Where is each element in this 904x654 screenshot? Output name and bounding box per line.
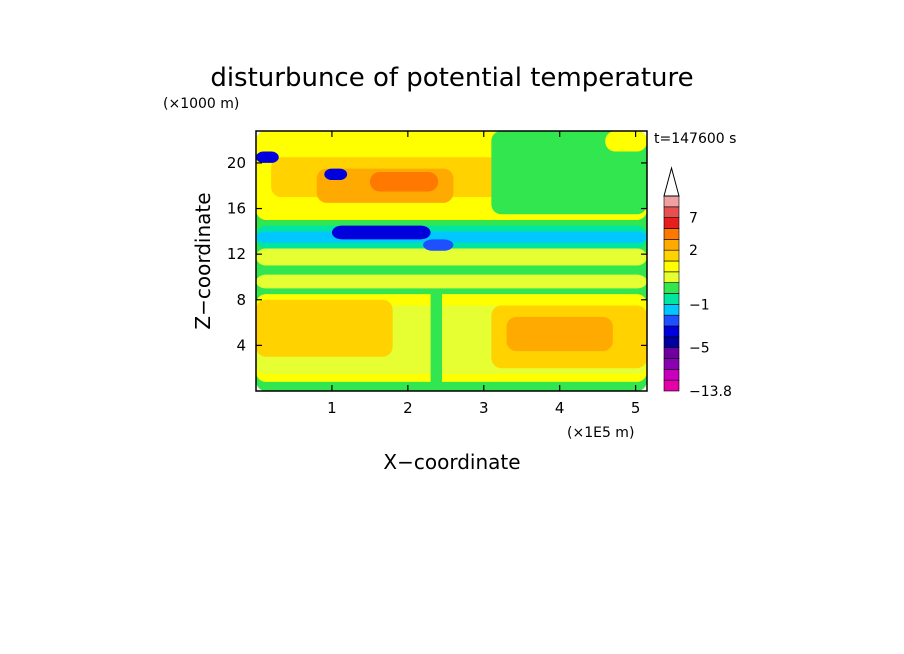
x-tick-label: 5 xyxy=(631,399,641,417)
contour-field xyxy=(256,131,647,391)
colorbar-band-4 xyxy=(663,336,680,348)
colorbar-label: −5 xyxy=(689,341,710,357)
field-region-8 xyxy=(256,248,647,266)
colorbar-label: 7 xyxy=(689,211,698,227)
y-tick-label: 12 xyxy=(227,245,246,263)
field-region-11 xyxy=(331,225,431,240)
field-region-17 xyxy=(324,168,348,181)
field-region-12 xyxy=(423,239,454,251)
colorbar-band-5 xyxy=(663,325,680,338)
colorbar-band-0 xyxy=(663,379,680,392)
colorbar-band-16 xyxy=(663,206,680,218)
colorbar-band-12 xyxy=(663,249,680,262)
colorbar-band-9 xyxy=(663,282,680,294)
field-region-3 xyxy=(256,299,393,357)
colorbar-label: −1 xyxy=(689,297,710,313)
colorbar-band-1 xyxy=(663,369,680,381)
colorbar-band-14 xyxy=(663,228,680,240)
colorbar: 7 2 −1 −5 −13.8 xyxy=(663,166,732,400)
colorbar-band-11 xyxy=(663,260,680,273)
colorbar-band-13 xyxy=(663,239,680,251)
x-axis-ticks: 1 2 3 4 5 xyxy=(327,131,640,417)
plot-frame xyxy=(255,130,648,392)
colorbar-label: 2 xyxy=(689,243,698,259)
field-region-7 xyxy=(256,274,647,289)
time-label: t=147600 s xyxy=(654,131,736,147)
y-tick-label: 4 xyxy=(236,336,246,354)
x-multiplier-label: (×1E5 m) xyxy=(567,425,634,441)
y-axis-label: Z−coordinate xyxy=(191,192,215,329)
colorbar-label: −13.8 xyxy=(689,384,732,400)
y-tick-label: 20 xyxy=(227,154,246,172)
field-region-18 xyxy=(256,151,279,163)
y-tick-label: 16 xyxy=(227,200,246,218)
z-multiplier-label: (×1000 m) xyxy=(163,96,239,112)
x-tick-label: 3 xyxy=(479,399,489,417)
colorbar-band-7 xyxy=(663,304,680,316)
chart-title: disturbunce of potential temperature xyxy=(210,63,693,93)
y-tick-label: 8 xyxy=(236,291,246,309)
field-region-10 xyxy=(256,231,647,243)
colorbar-band-17 xyxy=(663,195,680,208)
colorbar-band-2 xyxy=(663,358,680,370)
colorbar-band-8 xyxy=(663,293,680,305)
field-region-23 xyxy=(605,131,647,152)
y-axis-ticks: 4 8 12 16 20 xyxy=(227,154,647,354)
field-region-16 xyxy=(369,172,439,192)
field-region-22 xyxy=(491,131,647,215)
colorbar-band-3 xyxy=(663,347,680,359)
colorbar-band-6 xyxy=(663,314,680,327)
colorbar-band-15 xyxy=(663,217,680,229)
field-region-6 xyxy=(430,276,443,388)
field-region-5 xyxy=(506,316,613,352)
x-axis-label: X−coordinate xyxy=(383,450,520,474)
colorbar-extension-arrow xyxy=(663,166,680,197)
x-tick-label: 4 xyxy=(555,399,565,417)
colorbar-band-10 xyxy=(663,271,680,283)
x-tick-label: 2 xyxy=(403,399,413,417)
x-tick-label: 1 xyxy=(327,399,337,417)
